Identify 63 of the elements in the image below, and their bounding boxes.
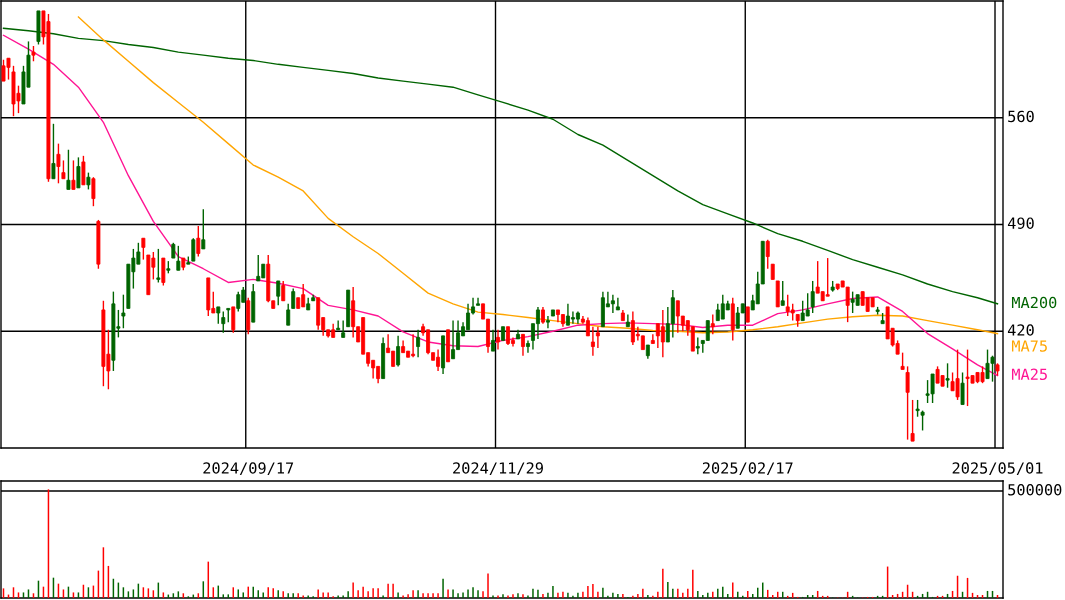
candlestick (396, 335, 401, 368)
candlestick (476, 297, 480, 307)
candlestick (905, 365, 910, 441)
candlestick (451, 319, 456, 360)
x-tick-label: 2024/11/29 (453, 462, 543, 475)
candlestick (176, 245, 181, 271)
candlestick (286, 303, 291, 326)
candlestick (491, 329, 495, 352)
line-series (2, 34, 999, 377)
candlestick (221, 310, 226, 334)
y-tick-label: 490 (1007, 217, 1034, 229)
candlestick (281, 280, 286, 302)
candlestick (291, 287, 296, 310)
y-tick-label: 500000 (1008, 483, 1062, 496)
line-series (77, 16, 999, 335)
candlestick (196, 225, 201, 258)
candlestick (56, 142, 61, 185)
candlestick (960, 371, 965, 406)
candlestick (66, 149, 71, 191)
candlestick (945, 362, 950, 389)
candlestick (91, 176, 96, 207)
candlestick (201, 208, 206, 250)
candlestick (805, 292, 810, 317)
candlestick (545, 315, 550, 329)
candlestick (51, 123, 56, 180)
candlestick (610, 293, 615, 314)
candlestick (256, 254, 261, 282)
candlestick (780, 280, 785, 307)
candlestick (650, 333, 655, 345)
x-tick-label: 2024/09/17 (203, 462, 294, 475)
x-tick-label: 2025/05/01 (952, 462, 1043, 475)
candlestick (496, 329, 500, 351)
candlestick (236, 290, 241, 313)
candlestick (76, 156, 81, 189)
candlestick (705, 319, 710, 342)
candlestick (81, 155, 86, 186)
candlestick (590, 326, 595, 357)
candlestick (810, 280, 815, 314)
series-label: MA25 (1011, 368, 1047, 381)
series-label: MA75 (1011, 340, 1047, 352)
x-tick-label: 2025/02/17 (702, 462, 793, 475)
candlestick (521, 333, 525, 357)
candlestick (231, 306, 236, 334)
candlestick (156, 248, 161, 284)
candlestick (121, 293, 126, 329)
candlestick (660, 309, 665, 358)
candlestick (71, 159, 76, 191)
candlestick (595, 326, 600, 349)
candlestick (526, 339, 530, 354)
candlestick (276, 280, 281, 307)
candlestick (141, 237, 146, 261)
candlestick (585, 316, 590, 337)
candlestick (191, 237, 196, 262)
candlestick (765, 239, 770, 270)
candlestick (710, 313, 715, 336)
candlestick (615, 297, 620, 311)
series-label: MA200 (1011, 296, 1057, 309)
candlestick (341, 319, 346, 339)
candlestick (61, 159, 66, 180)
y-tick-label: 560 (1008, 110, 1034, 123)
y-tick-label: 420 (1007, 324, 1034, 336)
candlestick (910, 399, 915, 442)
candlestick (416, 329, 421, 358)
